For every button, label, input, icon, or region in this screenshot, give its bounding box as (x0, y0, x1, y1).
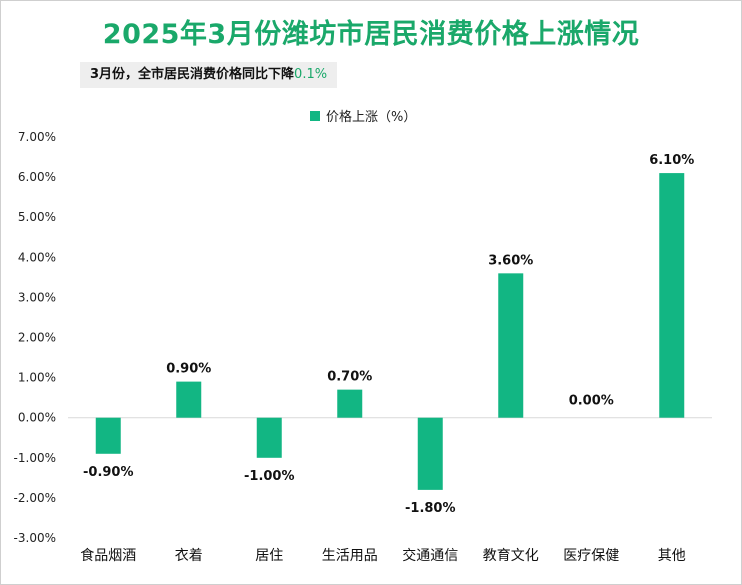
legend-swatch (310, 110, 320, 121)
y-tick-label: 3.00% (18, 290, 56, 304)
bar (176, 381, 202, 418)
x-category-label: 衣着 (175, 548, 203, 564)
subtitle-text: 3月份，全市居民消费价格同比下降 (90, 67, 295, 82)
data-label: 0.90% (166, 362, 211, 377)
bar (417, 417, 443, 490)
data-label: -1.80% (405, 501, 456, 516)
y-tick-label: 7.00% (18, 130, 56, 144)
x-category-label: 交通通信 (402, 547, 458, 564)
bar (95, 417, 121, 454)
x-category-label: 教育文化 (483, 548, 539, 564)
x-category-label: 医疗保健 (563, 548, 619, 564)
subtitle-highlight: 0.1% (294, 67, 328, 82)
y-tick-label: -1.00% (14, 451, 56, 465)
bar (659, 173, 685, 418)
data-label: 3.60% (488, 253, 533, 268)
y-tick-label: 4.00% (18, 250, 56, 264)
x-category-label: 其他 (658, 548, 686, 564)
subtitle-box: 3月份，全市居民消费价格同比下降0.1% (80, 62, 338, 88)
x-category-label: 食品烟酒 (80, 547, 136, 564)
y-tick-label: 1.00% (18, 371, 56, 385)
y-tick-label: 2.00% (18, 331, 56, 345)
data-label: 6.10% (649, 153, 694, 168)
data-label: 0.70% (327, 370, 372, 385)
data-label: -1.00% (244, 469, 295, 484)
legend: 价格上涨（%） (310, 106, 416, 125)
data-label: 0.00% (569, 394, 614, 409)
y-tick-label: -3.00% (14, 531, 56, 545)
x-category-label: 生活用品 (322, 548, 378, 564)
bar (337, 389, 363, 418)
legend-label: 价格上涨（%） (326, 110, 417, 125)
chart-title: 2025年3月份潍坊市居民消费价格上涨情况 (102, 19, 640, 50)
bar (498, 273, 524, 418)
y-tick-label: 6.00% (18, 170, 56, 184)
y-tick-label: -2.00% (14, 491, 56, 505)
data-label: -0.90% (83, 465, 134, 480)
y-tick-label: 5.00% (18, 210, 56, 224)
x-category-label: 居住 (255, 548, 283, 564)
bar (256, 417, 282, 458)
y-tick-label: 0.00% (18, 411, 56, 425)
